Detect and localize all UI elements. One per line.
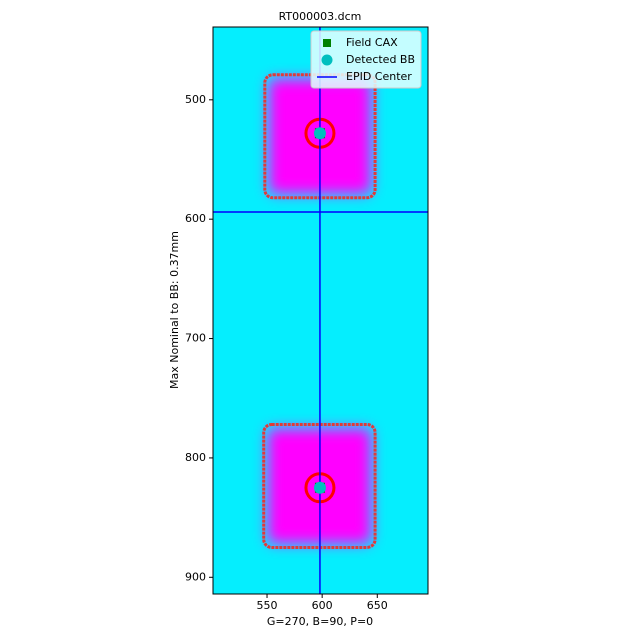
y-axis-label: Max Nominal to BB: 0.37mm: [168, 231, 181, 389]
x-tick-label: 550: [257, 599, 278, 612]
y-tick-label: 900: [185, 570, 206, 583]
overlay: Field CAX Detected BB EPID Center: [213, 27, 428, 594]
y-tick-label: 600: [185, 212, 206, 225]
y-tick-label: 500: [185, 93, 206, 106]
legend-label: Detected BB: [346, 53, 415, 66]
detected-bb: [313, 481, 326, 494]
y-tick-label: 700: [185, 332, 206, 345]
y-tick-label: 800: [185, 451, 206, 464]
x-tick-label: 600: [312, 599, 333, 612]
x-tick-label: 650: [367, 599, 388, 612]
legend-swatch: [323, 39, 331, 47]
x-axis-label: G=270, B=90, P=0: [267, 615, 373, 628]
legend-label: EPID Center: [346, 70, 412, 83]
legend-label: Field CAX: [346, 36, 398, 49]
chart-title: RT000003.dcm: [279, 10, 362, 23]
axes-frame: [212, 26, 429, 595]
legend-swatch: [321, 54, 333, 66]
detected-bb: [313, 127, 326, 140]
legend-box: [310, 30, 422, 89]
